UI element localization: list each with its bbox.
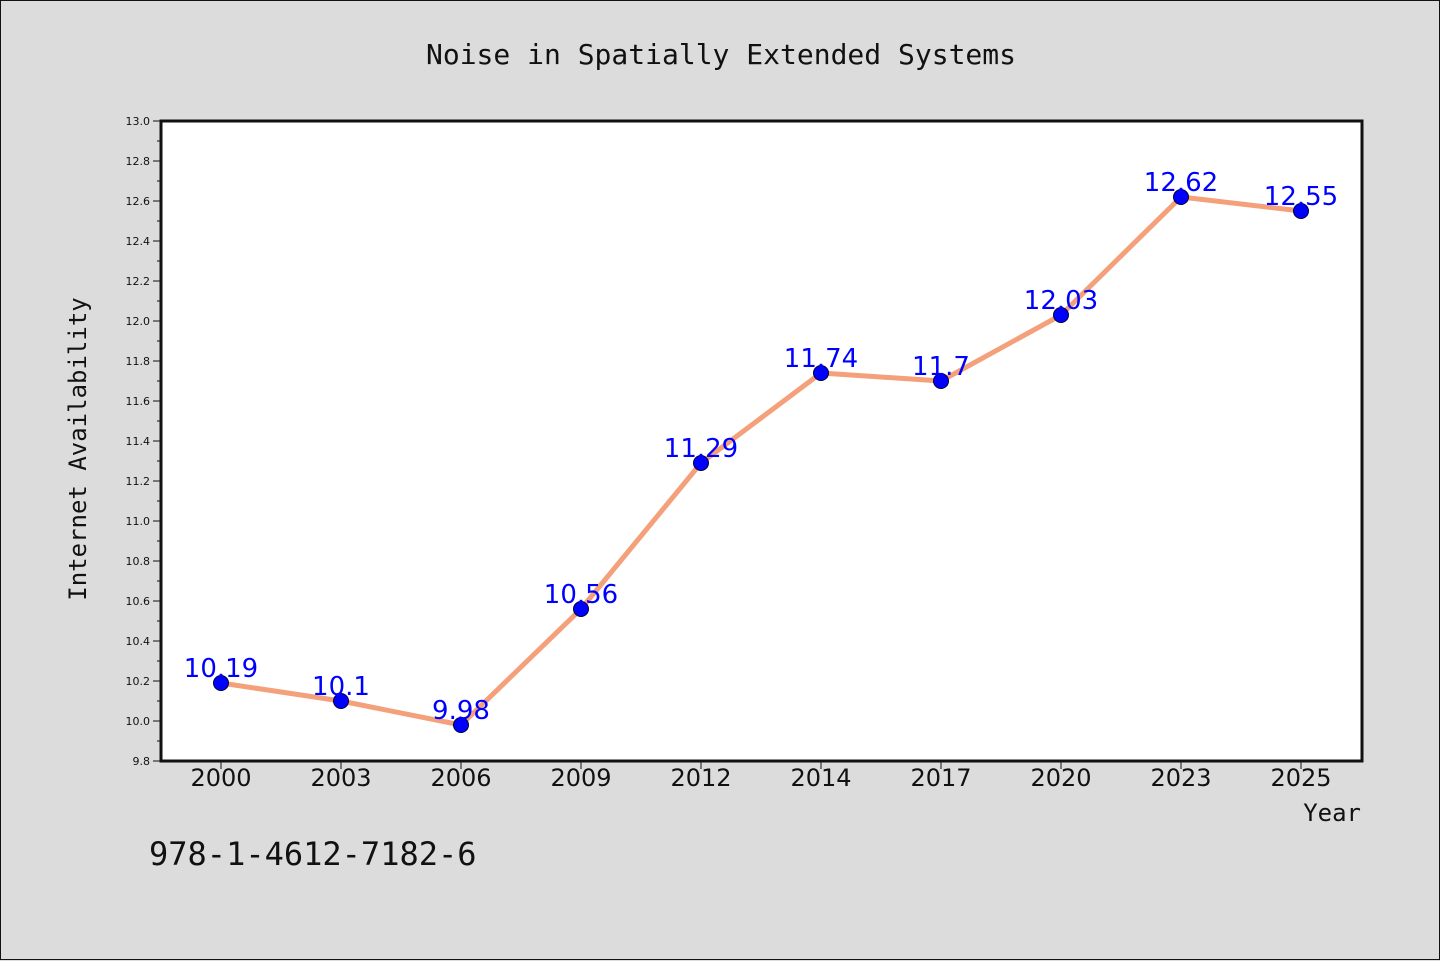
y-tick-label: 11.6 bbox=[126, 395, 151, 408]
y-tick-label: 11.2 bbox=[126, 475, 151, 488]
x-tick-label: 2006 bbox=[430, 764, 491, 792]
y-tick-label: 11.0 bbox=[126, 515, 151, 528]
x-tick-label: 2023 bbox=[1150, 764, 1211, 792]
x-tick-label: 2017 bbox=[910, 764, 971, 792]
data-label: 10.1 bbox=[312, 672, 370, 702]
x-axis-title: Year bbox=[1303, 799, 1361, 827]
isbn-text: 978-1-4612-7182-6 bbox=[149, 835, 477, 873]
y-tick-label: 13.0 bbox=[126, 115, 151, 128]
data-point bbox=[1293, 203, 1309, 219]
data-point bbox=[933, 373, 949, 389]
data-point bbox=[333, 693, 349, 709]
data-point bbox=[1053, 307, 1069, 323]
x-tick-label: 2020 bbox=[1030, 764, 1091, 792]
data-label: 10.56 bbox=[544, 580, 618, 610]
data-point bbox=[1173, 189, 1189, 205]
y-tick-label: 10.0 bbox=[126, 715, 151, 728]
y-tick-label: 10.2 bbox=[126, 675, 151, 688]
data-point bbox=[213, 675, 229, 691]
data-label: 11.7 bbox=[912, 352, 970, 382]
y-tick-label: 12.2 bbox=[126, 275, 151, 288]
data-label: 12.62 bbox=[1144, 168, 1218, 198]
y-tick-label: 12.0 bbox=[126, 315, 151, 328]
y-axis-title: Internet Availability bbox=[64, 297, 92, 600]
data-label: 12.55 bbox=[1264, 182, 1338, 212]
y-tick-label: 12.8 bbox=[126, 155, 151, 168]
y-tick-label: 9.8 bbox=[133, 755, 151, 768]
y-tick-label: 11.8 bbox=[126, 355, 151, 368]
y-tick-label: 11.4 bbox=[126, 435, 151, 448]
data-point bbox=[693, 455, 709, 471]
data-label: 10.19 bbox=[184, 654, 258, 684]
y-tick-label: 10.4 bbox=[126, 635, 151, 648]
chart-title: Noise in Spatially Extended Systems bbox=[426, 38, 1016, 71]
y-axis: 9.8 10.0 10.2 10.4 10.6 10.8 11.0 11.2 11.4 11.6 1… bbox=[126, 115, 161, 768]
x-axis: 2000 2003 2006 2009 2012 2014 2017 2020 2023 2025 bbox=[190, 761, 1332, 792]
y-tick-label: 10.6 bbox=[126, 595, 151, 608]
x-tick-label: 2014 bbox=[790, 764, 851, 792]
y-tick-label: 10.8 bbox=[126, 555, 151, 568]
data-point bbox=[813, 365, 829, 381]
plot-border bbox=[159, 119, 1364, 763]
data-label: 9.98 bbox=[432, 696, 490, 726]
x-tick-label: 2012 bbox=[670, 764, 731, 792]
x-tick-label: 2000 bbox=[190, 764, 251, 792]
data-point bbox=[573, 601, 589, 617]
y-tick-label: 12.4 bbox=[126, 235, 151, 248]
data-label: 11.74 bbox=[784, 344, 858, 374]
series-line-group bbox=[220, 194, 1302, 728]
data-label: 11.29 bbox=[664, 434, 738, 464]
data-points bbox=[213, 189, 1309, 733]
x-tick-label: 2009 bbox=[550, 764, 611, 792]
data-point bbox=[453, 717, 469, 733]
plot-area bbox=[161, 121, 1362, 761]
series-line bbox=[220, 194, 1302, 728]
y-tick-label: 12.6 bbox=[126, 195, 151, 208]
x-tick-label: 2003 bbox=[310, 764, 371, 792]
data-labels: 10.19 10.1 9.98 10.56 11.29 11.74 11.7 12.03 12.… bbox=[184, 168, 1338, 726]
x-tick-label: 2025 bbox=[1270, 764, 1331, 792]
data-label: 12.03 bbox=[1024, 286, 1098, 316]
